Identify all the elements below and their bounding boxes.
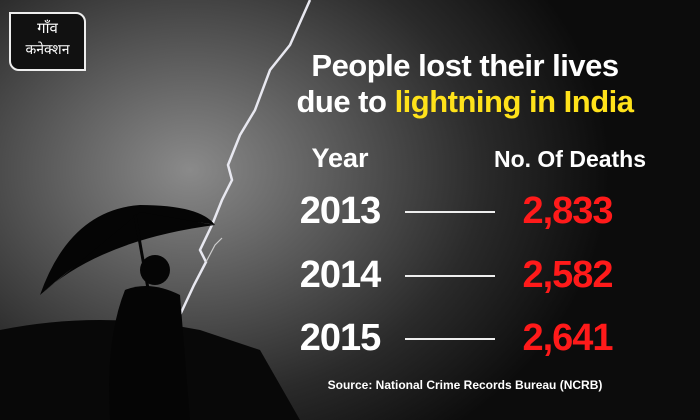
year-cell: 2015 (299, 317, 382, 359)
deaths-cell: 2,582 (522, 254, 613, 296)
column-header-deaths: No. Of Deaths (493, 146, 647, 172)
year-cell: 2013 (299, 190, 382, 232)
title-prefix: due to (296, 84, 395, 119)
brand-logo: गाँव कनेक्शन (9, 12, 86, 71)
title-line2: due to lightning in India (260, 84, 670, 120)
year-cell: 2014 (299, 254, 382, 296)
row-connector-line (405, 211, 495, 213)
logo-text-line2: कनेक्शन (25, 42, 70, 58)
source-note: Source: National Crime Records Bureau (N… (327, 378, 603, 392)
column-header-year: Year (311, 143, 369, 173)
row-connector-line (405, 275, 495, 277)
title-line1: People lost their lives (311, 48, 619, 83)
logo-text-line1: गाँव (37, 19, 58, 37)
person-with-umbrella (40, 205, 215, 420)
deaths-cell: 2,641 (522, 317, 613, 359)
deaths-cell: 2,833 (522, 190, 613, 232)
title-highlight: lightning in India (394, 84, 634, 119)
row-connector-line (405, 338, 495, 340)
